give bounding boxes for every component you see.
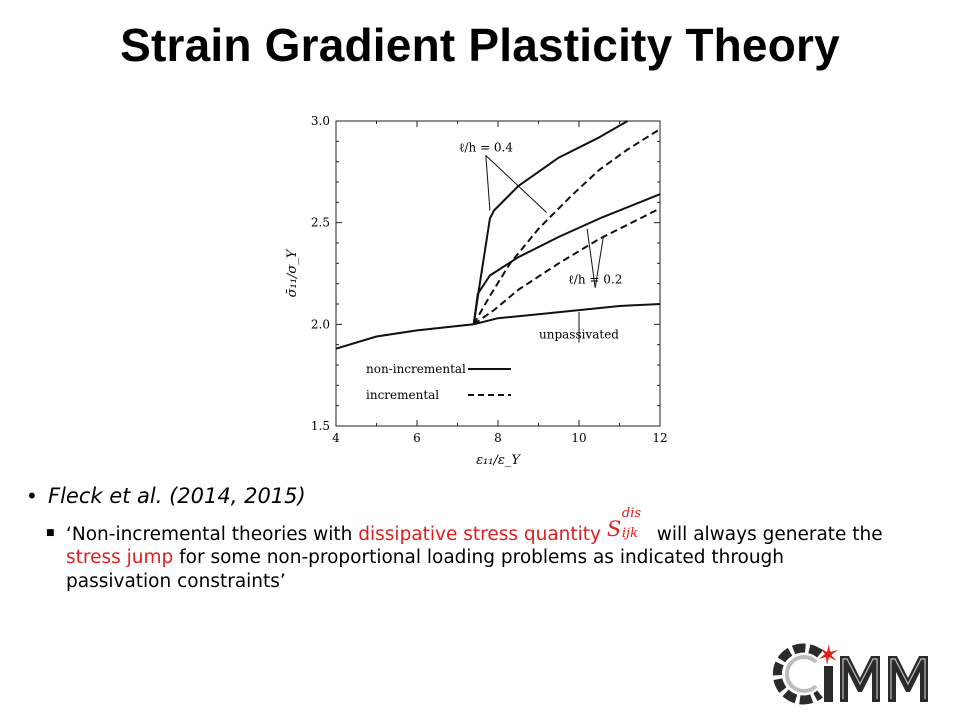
annotation-leader [485, 155, 491, 211]
quote-text-part: ‘Non-incremental theories with [66, 524, 359, 545]
annotation-label: ℓ/h = 0.2 [568, 273, 622, 287]
series-line [472, 128, 661, 325]
sub-bullet-item: ■ ‘Non-incremental theories with dissipa… [46, 506, 926, 593]
logo-c-icon [772, 643, 823, 705]
chart: 4 6 8 10 12 1.5 2.0 2.5 3.0 ε₁₁/ε_Y σ̄₁₁/σ_Y ℓ/h = … [285, 114, 668, 468]
y-axis-label: σ̄₁₁/σ_Y [285, 248, 300, 297]
bullet-text: Fleck et al. (2014, 2015) [48, 484, 306, 508]
highlight-dissipative: dissipative stress quantity [358, 524, 607, 545]
x-axis-label: ε₁₁/ε_Y [476, 453, 521, 468]
series-line [473, 207, 661, 326]
annotation-leader [586, 228, 596, 288]
annotation-label: unpassivated [539, 328, 619, 342]
series-line [472, 193, 661, 325]
x-tick-label: 10 [571, 431, 586, 445]
legend-label: incremental [366, 388, 439, 402]
y-tick-label: 3.0 [311, 114, 330, 128]
stress-symbol-sub: ijk [621, 526, 638, 541]
logo-m2-icon [888, 656, 928, 702]
bullet-list: • Fleck et al. (2014, 2015) ■ ‘Non-incre… [26, 484, 926, 593]
quote-text-part: for some non-proportional loading proble… [66, 547, 785, 592]
annotation-leader [485, 155, 547, 213]
highlight-stress-jump: stress jump [66, 547, 174, 569]
sub-bullet-text: ‘Non-incremental theories with dissipati… [66, 506, 886, 593]
bullet-dot-icon: • [26, 484, 38, 508]
stress-symbol-sup: dis [621, 506, 642, 521]
annotation-leader [594, 236, 604, 288]
bullet-item: • Fleck et al. (2014, 2015) [26, 484, 926, 508]
quote-text-part: will always generate the [650, 524, 883, 545]
stress-symbol-base: S [606, 517, 622, 542]
cimm-logo [772, 643, 928, 705]
y-tick-label: 2.5 [311, 216, 330, 230]
square-bullet-icon: ■ [46, 528, 55, 538]
x-tick-label: 6 [413, 431, 421, 445]
series-line [472, 120, 629, 325]
series-line [335, 303, 661, 350]
x-tick-label: 8 [494, 431, 502, 445]
slide-title: Strain Gradient Plasticity Theory [120, 19, 840, 71]
logo-spark-icon [819, 644, 838, 665]
logo-m1-icon [840, 656, 880, 702]
legend-label: non-incremental [366, 362, 466, 376]
logo-i-icon [824, 666, 833, 702]
x-tick-label: 4 [332, 431, 340, 445]
y-tick-label: 2.0 [311, 317, 330, 331]
x-tick-label: 12 [652, 431, 667, 445]
annotation-label: ℓ/h = 0.4 [459, 141, 514, 155]
y-tick-label: 1.5 [311, 419, 330, 433]
